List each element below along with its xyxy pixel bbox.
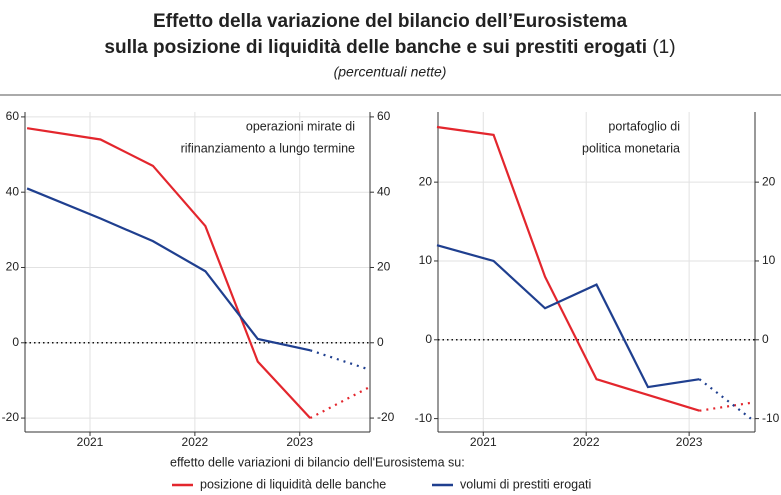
title-line: sulla posizione di liquidità delle banch…	[104, 37, 647, 58]
y2-tick-label: -20	[377, 410, 395, 424]
x-tick-label: 2022	[573, 435, 600, 449]
y-tick-label: 10	[419, 253, 433, 267]
annotation: operazioni mirate di	[246, 119, 355, 133]
y-tick-label: 60	[6, 109, 20, 123]
series-line	[26, 127, 312, 419]
legend-label: volumi di prestiti erogati	[460, 477, 591, 491]
series-line-projection	[698, 378, 752, 420]
annotation: portafoglio di	[608, 119, 680, 133]
y2-tick-label: 10	[762, 253, 776, 267]
annotation: rifinanziamento a lungo termine	[181, 141, 355, 155]
y2-tick-label: -10	[762, 411, 780, 425]
x-tick-label: 2023	[676, 435, 703, 449]
x-tick-label: 2021	[77, 435, 104, 449]
y2-tick-label: 60	[377, 109, 391, 123]
y-tick-label: 20	[6, 260, 20, 274]
y2-tick-label: 0	[762, 332, 769, 346]
y2-tick-label: 0	[377, 335, 384, 349]
y-tick-label: 0	[12, 335, 19, 349]
series-line-projection	[309, 386, 369, 420]
subtitle: (percentuali nette)	[334, 64, 447, 80]
y-tick-label: 0	[425, 332, 432, 346]
annotation: politica monetaria	[582, 141, 680, 155]
y-tick-label: -10	[415, 411, 433, 425]
series-line-projection	[309, 349, 369, 371]
y-tick-label: -20	[2, 410, 20, 424]
x-tick-label: 2022	[182, 435, 209, 449]
legend-title: effetto delle variazioni di bilancio del…	[170, 455, 465, 469]
x-tick-label: 2021	[470, 435, 497, 449]
title-line: Effetto della variazione del bilancio de…	[153, 11, 628, 32]
series-line	[436, 125, 700, 412]
y2-tick-label: 40	[377, 184, 391, 198]
series-line	[26, 187, 311, 352]
series-line	[436, 244, 700, 389]
y-tick-label: 20	[419, 174, 433, 188]
title-line: sulla posizione di liquidità delle banch…	[104, 37, 675, 58]
title-note: (1)	[652, 37, 675, 58]
y2-tick-label: 20	[377, 260, 391, 274]
legend-label: posizione di liquidità delle banche	[200, 477, 386, 491]
y2-tick-label: 20	[762, 174, 776, 188]
x-tick-label: 2023	[286, 435, 313, 449]
y-tick-label: 40	[6, 184, 20, 198]
series-line-projection	[699, 401, 752, 412]
